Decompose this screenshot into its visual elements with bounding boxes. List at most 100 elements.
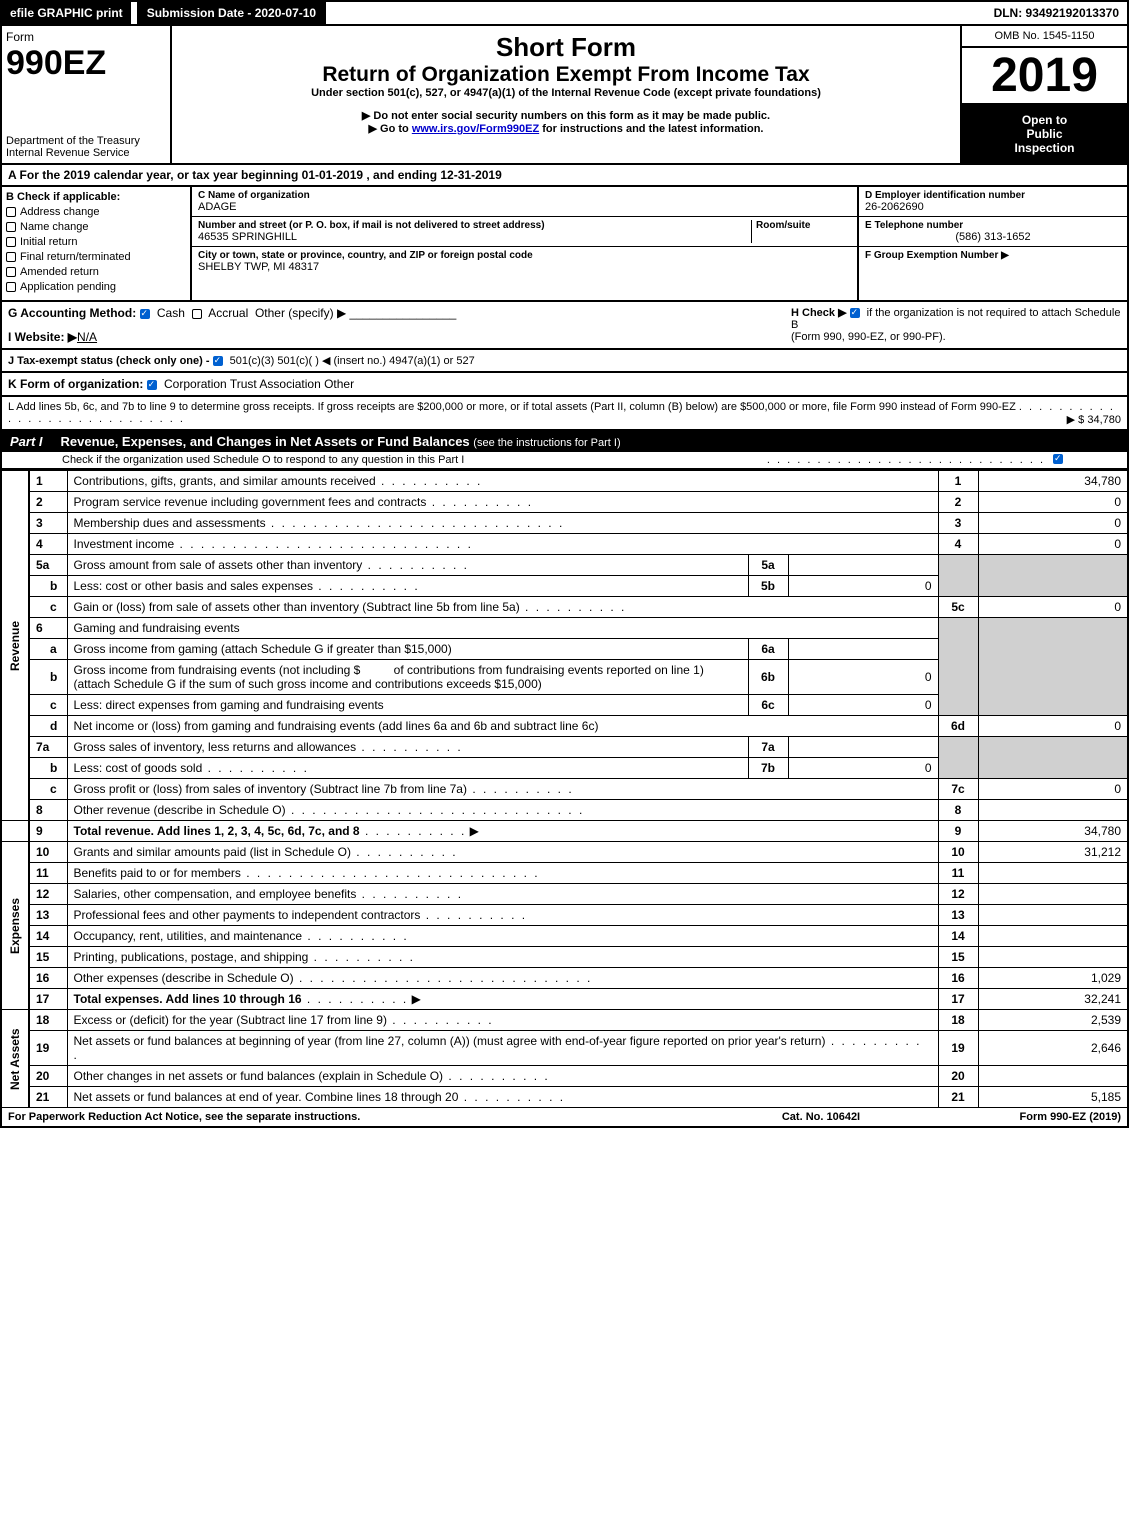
top-bar: efile GRAPHIC print Submission Date - 20… — [0, 0, 1129, 24]
part1-title: Revenue, Expenses, and Changes in Net As… — [61, 434, 470, 449]
section-j: J Tax-exempt status (check only one) - 5… — [0, 350, 1129, 373]
line16-desc: Other expenses (describe in Schedule O) — [74, 971, 294, 985]
line20-desc: Other changes in net assets or fund bala… — [74, 1069, 444, 1083]
note2-post: for instructions and the latest informat… — [539, 123, 763, 135]
line10-desc: Grants and similar amounts paid (list in… — [74, 845, 351, 859]
line3-desc: Membership dues and assessments — [74, 516, 266, 530]
line19-desc: Net assets or fund balances at beginning… — [74, 1034, 826, 1048]
line6d-desc: Net income or (loss) from gaming and fun… — [74, 719, 599, 733]
chk-name-change[interactable] — [6, 222, 16, 232]
inspection-box: Open to Public Inspection — [962, 105, 1127, 163]
line17-val: 32,241 — [978, 989, 1128, 1010]
section-c: C Name of organization ADAGE Number and … — [192, 187, 857, 300]
section-h: H Check ▶ if the organization is not req… — [791, 306, 1121, 344]
section-def: D Employer identification number 26-2062… — [857, 187, 1127, 300]
accrual-label: Accrual — [208, 306, 248, 320]
expenses-side-label: Expenses — [1, 842, 29, 1010]
chk-accrual[interactable] — [192, 309, 202, 319]
line5a-desc: Gross amount from sale of assets other t… — [74, 558, 363, 572]
addr-value: 46535 SPRINGHILL — [198, 231, 751, 243]
chk-cash[interactable] — [140, 309, 150, 319]
efile-label[interactable]: efile GRAPHIC print — [2, 2, 131, 24]
line6b-mini: 0 — [788, 660, 938, 695]
chk-final-return[interactable] — [6, 252, 16, 262]
line8-desc: Other revenue (describe in Schedule O) — [74, 803, 286, 817]
ein-value: 26-2062690 — [865, 201, 1121, 213]
line16-val: 1,029 — [978, 968, 1128, 989]
part1-table: Revenue 1Contributions, gifts, grants, a… — [0, 470, 1129, 1108]
section-b-label: B Check if applicable: — [6, 191, 186, 203]
section-g-label: G Accounting Method: — [8, 306, 136, 320]
line21-desc: Net assets or fund balances at end of ye… — [74, 1090, 459, 1104]
line20-val — [978, 1066, 1128, 1087]
chk-schedule-b[interactable] — [850, 308, 860, 318]
section-gh: G Accounting Method: Cash Accrual Other … — [0, 302, 1129, 350]
city-label: City or town, state or province, country… — [198, 250, 851, 261]
line6-desc: Gaming and fundraising events — [67, 618, 938, 639]
line7b-mini: 0 — [788, 758, 938, 779]
chk-501c3[interactable] — [213, 356, 223, 366]
section-h-t1: H Check ▶ — [791, 307, 847, 319]
chk-amended-return[interactable] — [6, 267, 16, 277]
line9-val: 34,780 — [978, 821, 1128, 842]
line7a-desc: Gross sales of inventory, less returns a… — [74, 740, 357, 754]
line12-desc: Salaries, other compensation, and employ… — [74, 887, 357, 901]
section-h-t3: (Form 990, 990-EZ, or 990-PF). — [791, 331, 946, 343]
section-k: K Form of organization: Corporation Trus… — [0, 373, 1129, 397]
line6a-mini — [788, 639, 938, 660]
chk-initial-return-label: Initial return — [20, 236, 77, 248]
footer: For Paperwork Reduction Act Notice, see … — [0, 1108, 1129, 1128]
inspection-l2: Public — [966, 127, 1123, 141]
footer-cat: Cat. No. 10642I — [721, 1111, 921, 1123]
room-label: Room/suite — [756, 220, 851, 231]
section-a-tax-year: A For the 2019 calendar year, or tax yea… — [0, 165, 1129, 187]
part1-header-wrap: Part I Revenue, Expenses, and Changes in… — [0, 431, 1129, 470]
chk-address-change[interactable] — [6, 207, 16, 217]
chk-corporation[interactable] — [147, 380, 157, 390]
org-name: ADAGE — [198, 201, 851, 213]
line10-val: 31,212 — [978, 842, 1128, 863]
phone-value: (586) 313-1652 — [865, 231, 1121, 243]
line6d-val: 0 — [978, 716, 1128, 737]
chk-schedule-o[interactable] — [1053, 454, 1063, 464]
line9-desc: Total revenue. Add lines 1, 2, 3, 4, 5c,… — [74, 824, 360, 838]
footer-left: For Paperwork Reduction Act Notice, see … — [8, 1111, 721, 1123]
info-block: B Check if applicable: Address change Na… — [0, 187, 1129, 302]
website-value: N/A — [77, 330, 97, 344]
chk-initial-return[interactable] — [6, 237, 16, 247]
chk-application-pending-label: Application pending — [20, 281, 116, 293]
inspection-l1: Open to — [966, 113, 1123, 127]
section-k-opts: Corporation Trust Association Other — [164, 377, 354, 391]
section-k-label: K Form of organization: — [8, 377, 143, 391]
line18-val: 2,539 — [978, 1010, 1128, 1031]
dept-treasury: Department of the Treasury — [6, 135, 166, 147]
line21-val: 5,185 — [978, 1087, 1128, 1108]
line19-val: 2,646 — [978, 1031, 1128, 1066]
phone-label: E Telephone number — [865, 220, 1121, 231]
netassets-side-label: Net Assets — [1, 1010, 29, 1108]
section-i-label: I Website: ▶ — [8, 330, 77, 344]
line7b-desc: Less: cost of goods sold — [74, 761, 203, 775]
line17-desc: Total expenses. Add lines 10 through 16 — [74, 992, 302, 1006]
part1-header: Part I Revenue, Expenses, and Changes in… — [2, 431, 1127, 452]
line15-val — [978, 947, 1128, 968]
line4-desc: Investment income — [74, 537, 175, 551]
irs-link[interactable]: www.irs.gov/Form990EZ — [412, 123, 539, 135]
line6c-mini: 0 — [788, 695, 938, 716]
chk-application-pending[interactable] — [6, 282, 16, 292]
line15-desc: Printing, publications, postage, and shi… — [74, 950, 309, 964]
city-value: SHELBY TWP, MI 48317 — [198, 261, 851, 273]
dln-number: DLN: 93492192013370 — [986, 2, 1127, 24]
line13-desc: Professional fees and other payments to … — [74, 908, 421, 922]
line7c-desc: Gross profit or (loss) from sales of inv… — [74, 782, 467, 796]
chk-amended-return-label: Amended return — [20, 266, 99, 278]
line5b-desc: Less: cost or other basis and sales expe… — [74, 579, 313, 593]
omb-number: OMB No. 1545-1150 — [962, 26, 1127, 48]
inspection-l3: Inspection — [966, 141, 1123, 155]
line5a-mini — [788, 555, 938, 576]
line2-desc: Program service revenue including govern… — [74, 495, 427, 509]
form-subtitle: Under section 501(c), 527, or 4947(a)(1)… — [182, 87, 950, 99]
line13-val — [978, 905, 1128, 926]
chk-final-return-label: Final return/terminated — [20, 251, 131, 263]
section-j-opts: 501(c)(3) 501(c)( ) ◀ (insert no.) 4947(… — [230, 355, 475, 367]
